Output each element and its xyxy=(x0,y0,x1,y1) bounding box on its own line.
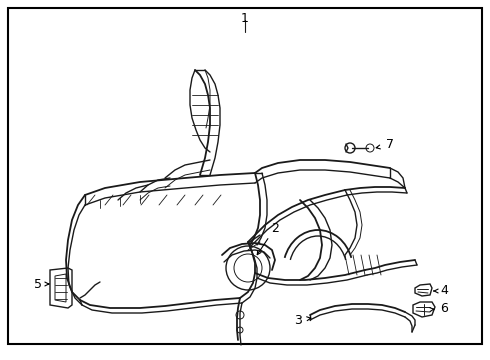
Text: 2: 2 xyxy=(271,221,279,234)
Text: 7: 7 xyxy=(386,139,394,152)
Polygon shape xyxy=(50,268,72,308)
Text: 6: 6 xyxy=(440,302,448,315)
Polygon shape xyxy=(55,274,66,302)
Text: 5: 5 xyxy=(34,278,42,291)
Text: 3: 3 xyxy=(294,314,302,327)
Polygon shape xyxy=(415,284,432,296)
Text: 4: 4 xyxy=(440,284,448,297)
Text: 1: 1 xyxy=(241,12,249,25)
Polygon shape xyxy=(413,302,435,317)
